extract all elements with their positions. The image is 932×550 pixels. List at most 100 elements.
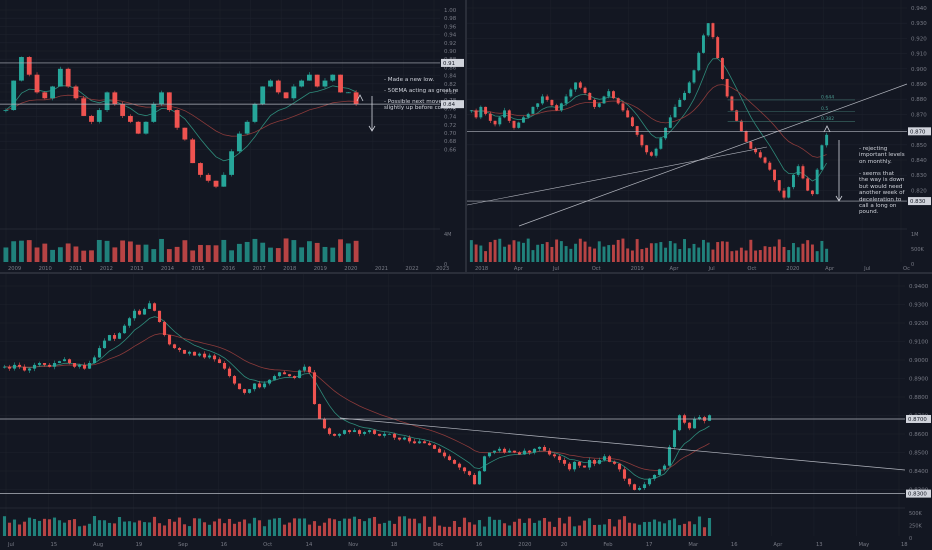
volume-bar [77,526,82,536]
candle-body [11,80,17,111]
pane-divider-vertical[interactable] [465,0,467,272]
volume-bar [555,239,559,262]
volume-bar [128,241,133,262]
volume-bar [702,239,705,262]
fib-level-label: 0.5 [821,106,828,112]
volume-bar [104,240,110,262]
candle-body [314,74,320,87]
candle-body [252,104,258,122]
candle-body [683,92,686,100]
candle-body [572,461,577,470]
volume-tick-label: 0 [909,536,912,542]
volume-bar [127,521,132,536]
x-tick-label: Jul [863,266,870,272]
volume-bar [739,247,743,262]
volume-bar [622,516,627,536]
volume-bar [482,526,487,536]
volume-bar [512,521,517,536]
x-tick-label: 2020 [518,542,531,548]
candle-body [640,134,644,146]
x-tick-label: Oc [903,266,910,272]
candle-body [550,99,554,106]
x-tick-label: 14 [306,542,313,548]
candle-body [330,74,336,81]
candle-body [96,110,102,122]
volume-bar [547,521,552,536]
y-tick-label: 0.890 [911,82,927,88]
volume-tick-label: 500K [909,511,923,517]
candle-body [497,448,502,451]
volume-bar [777,239,781,262]
volume-bar [227,518,232,536]
y-tick-label: 0.8600 [909,432,929,438]
candle-body [664,127,668,139]
volume-bar [763,246,767,262]
candle-body [815,169,819,195]
candle-body [540,96,544,104]
candle-body [754,148,758,153]
volume-bar [437,525,442,536]
volume-bar [630,250,634,262]
candle-body [159,92,164,105]
volume-bar [132,522,137,536]
volume-bar [112,523,117,536]
volume-bar [754,250,758,262]
candle-body [97,348,102,358]
pane-divider-horizontal[interactable] [0,272,932,274]
candle-body [484,106,488,114]
volume-bar [92,516,97,536]
volume-bar [407,518,412,536]
candle-body [517,452,522,455]
chart-panel-monthly[interactable]: 1.000.980.960.940.920.900.880.860.840.82… [0,0,465,272]
volume-bar [112,247,118,262]
candle-body [422,441,427,444]
candle-body [312,372,317,405]
volume-bar [542,517,547,536]
y-tick-label: 0.8500 [909,451,929,457]
arrow-down-head [368,125,376,132]
volume-bar [26,240,32,262]
monthly-chart-svg[interactable]: 1.000.980.960.940.920.900.880.860.840.82… [0,0,465,272]
volume-bar [616,239,620,262]
candle-body [479,106,483,118]
volume-bar [372,516,377,536]
trendline [518,83,908,227]
candle-body [192,351,197,356]
candle-body [267,379,272,384]
candle-body [92,357,97,364]
arrow-up-head [823,125,831,133]
candle-body [592,460,597,464]
volume-bar [467,522,472,536]
candle-body [372,430,377,434]
chart-panel-weekly[interactable]: 0.940 0.930 0.920 0.910 0.900 0.890 0.880 0.870… [467,0,932,272]
volume-bar [597,241,601,262]
volume-bar [257,520,262,536]
candle-body [542,446,547,451]
annotation-note: - 50EMA acting as great re [384,88,459,94]
candle-body [407,437,412,442]
candle-body [559,103,563,111]
candle-body [135,121,141,134]
volume-bar [792,243,795,262]
volume-bar [503,246,506,262]
volume-bar [583,241,587,262]
candle-body [3,110,9,111]
candle-body [22,366,27,371]
volume-bar [122,521,127,536]
volume-bar [332,519,337,536]
volume-bar [247,523,252,536]
y-tick-label: 0.930 [911,21,927,27]
chart-panel-daily[interactable]: 0.9400 0.9300 0.9200 0.9100 0.9000 0.8900 0.88… [0,274,932,550]
candle-body [522,450,527,455]
candle-body [488,113,492,121]
candle-body [102,340,107,349]
candle-body [327,428,332,434]
daily-chart-svg[interactable]: 0.9400 0.9300 0.9200 0.9100 0.9000 0.8900 0.88… [0,274,932,550]
weekly-chart-svg[interactable]: 0.940 0.930 0.920 0.910 0.900 0.890 0.880 0.870… [467,0,932,272]
x-tick-label: 2014 [161,266,175,272]
volume-bar [229,250,234,262]
volume-bar [2,516,7,536]
x-tick-label: 2020 [786,266,799,272]
candle-body [182,127,188,140]
volume-bar [3,247,9,262]
